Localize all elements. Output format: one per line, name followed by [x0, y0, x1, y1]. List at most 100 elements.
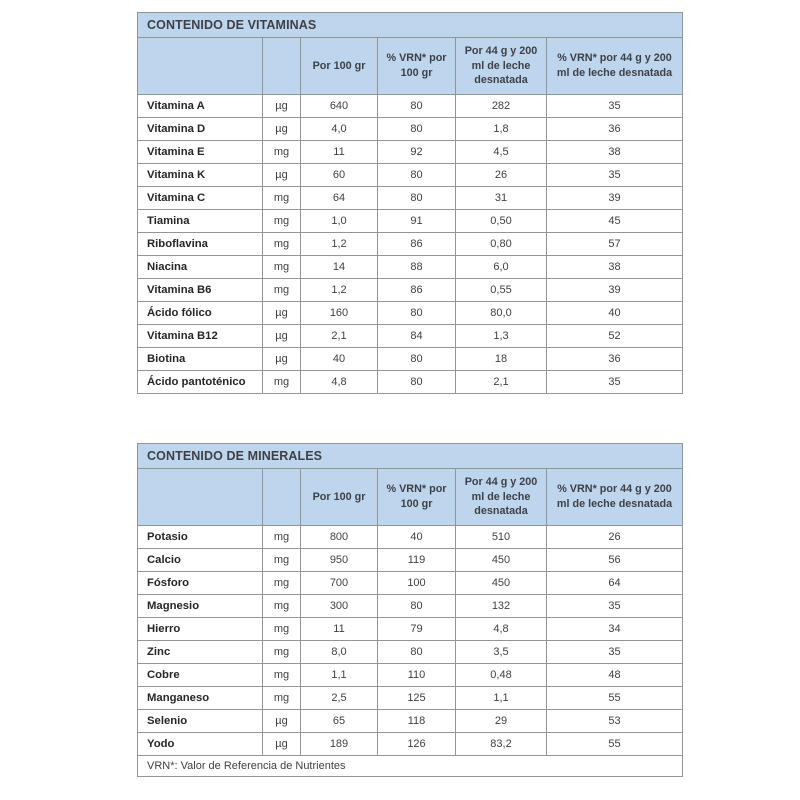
- vrn-per-serving: 36: [545, 116, 684, 141]
- vrn-per-100g: 80: [377, 346, 456, 371]
- nutrient-name: Biotina: [137, 346, 263, 371]
- vitamins-table: CONTENIDO DE VITAMINAS Por 100 gr % VRN*…: [136, 12, 684, 394]
- vrn-per-100g: 80: [377, 639, 456, 664]
- vrn-per-100g: 84: [377, 323, 456, 348]
- value-per-100g: 2,1: [300, 323, 378, 348]
- value-per-100g: 2,5: [300, 685, 378, 710]
- value-per-100g: 700: [300, 570, 378, 595]
- value-per-100g: 14: [300, 254, 378, 279]
- vrn-per-100g: 91: [377, 208, 456, 233]
- nutrient-unit: µg: [262, 323, 301, 348]
- vrn-per-100g: 80: [377, 593, 456, 618]
- vrn-per-serving: 64: [546, 570, 683, 595]
- vrn-per-100g: 118: [377, 708, 456, 733]
- vrn-per-100g: 92: [377, 139, 456, 164]
- value-per-serving: 4,5: [455, 139, 547, 164]
- value-per-serving: 4,8: [455, 616, 547, 641]
- nutrient-unit: mg: [262, 547, 301, 572]
- table-row: Riboflavina mg 1,2 86 0,80 57: [137, 231, 684, 256]
- nutrient-unit: mg: [262, 369, 301, 394]
- column-header-nutrient: [137, 37, 263, 95]
- nutrient-unit: µg: [262, 116, 301, 141]
- vrn-per-100g: 80: [377, 369, 456, 394]
- minerals-title-row: CONTENIDO DE MINERALES: [137, 443, 683, 469]
- nutrient-unit: mg: [262, 185, 301, 210]
- vrn-per-serving: 39: [545, 185, 684, 210]
- vrn-per-100g: 79: [377, 616, 456, 641]
- table-row: Vitamina B6 mg 1,2 86 0,55 39: [137, 277, 684, 302]
- vitamins-title-row: CONTENIDO DE VITAMINAS: [136, 12, 684, 38]
- table-row: Potasio mg 800 40 510 26: [137, 524, 683, 549]
- vrn-per-100g: 40: [377, 524, 456, 549]
- nutrient-name: Vitamina B12: [137, 323, 263, 348]
- minerals-table-title: CONTENIDO DE MINERALES: [137, 443, 683, 469]
- value-per-serving: 132: [455, 593, 547, 618]
- column-header-per-serving: Por 44 g y 200 ml de leche desnatada: [455, 468, 547, 526]
- value-per-100g: 160: [300, 300, 378, 325]
- vrn-per-serving: 35: [546, 639, 683, 664]
- vrn-per-serving: 35: [545, 162, 684, 187]
- value-per-serving: 83,2: [455, 731, 547, 756]
- vrn-per-serving: 26: [546, 524, 683, 549]
- vrn-per-serving: 45: [545, 208, 684, 233]
- vrn-per-100g: 80: [377, 300, 456, 325]
- minerals-table-body: Potasio mg 800 40 510 26 Calcio mg 950 119 450 56 Fó…: [137, 524, 683, 756]
- value-per-serving: 29: [455, 708, 547, 733]
- vrn-per-serving: 34: [546, 616, 683, 641]
- nutrient-unit: µg: [262, 300, 301, 325]
- table-row: Calcio mg 950 119 450 56: [137, 547, 683, 572]
- nutrient-unit: mg: [262, 524, 301, 549]
- vrn-per-serving: 55: [546, 731, 683, 756]
- vitamins-table-section: CONTENIDO DE VITAMINAS Por 100 gr % VRN*…: [136, 12, 684, 394]
- vrn-per-100g: 80: [377, 93, 456, 118]
- value-per-serving: 1,8: [455, 116, 547, 141]
- value-per-100g: 189: [300, 731, 378, 756]
- value-per-serving: 0,55: [455, 277, 547, 302]
- vrn-per-serving: 40: [545, 300, 684, 325]
- nutrient-unit: µg: [262, 162, 301, 187]
- nutrient-unit: mg: [262, 208, 301, 233]
- column-header-vrn-per-100g: % VRN* por 100 gr: [377, 37, 456, 95]
- table-row: Magnesio mg 300 80 132 35: [137, 593, 683, 618]
- table-row: Niacina mg 14 88 6,0 38: [137, 254, 684, 279]
- value-per-100g: 65: [300, 708, 378, 733]
- nutrient-name: Vitamina K: [137, 162, 263, 187]
- value-per-serving: 0,50: [455, 208, 547, 233]
- vrn-per-100g: 86: [377, 231, 456, 256]
- nutrient-unit: mg: [262, 593, 301, 618]
- vrn-per-100g: 100: [377, 570, 456, 595]
- nutrient-name: Selenio: [137, 708, 263, 733]
- vrn-per-serving: 35: [545, 93, 684, 118]
- nutrient-unit: mg: [262, 570, 301, 595]
- value-per-100g: 4,0: [300, 116, 378, 141]
- vrn-per-serving: 57: [545, 231, 684, 256]
- column-header-unit: [262, 37, 301, 95]
- value-per-serving: 18: [455, 346, 547, 371]
- value-per-100g: 1,0: [300, 208, 378, 233]
- table-row: Selenio µg 65 118 29 53: [137, 708, 683, 733]
- nutrient-name: Potasio: [137, 524, 263, 549]
- column-header-vrn-per-serving: % VRN* por 44 g y 200 ml de leche desnat…: [545, 37, 684, 95]
- table-row: Vitamina B12 µg 2,1 84 1,3 52: [137, 323, 684, 348]
- vrn-per-100g: 119: [377, 547, 456, 572]
- nutrient-name: Vitamina E: [137, 139, 263, 164]
- nutrient-unit: mg: [262, 254, 301, 279]
- value-per-100g: 1,2: [300, 231, 378, 256]
- minerals-table-section: CONTENIDO DE MINERALES Por 100 gr % VRN*…: [137, 443, 683, 777]
- nutrient-name: Hierro: [137, 616, 263, 641]
- table-row: Yodo µg 189 126 83,2 55: [137, 731, 683, 756]
- nutrient-unit: µg: [262, 708, 301, 733]
- value-per-serving: 450: [455, 547, 547, 572]
- minerals-table: CONTENIDO DE MINERALES Por 100 gr % VRN*…: [137, 443, 683, 777]
- footnote-row: VRN*: Valor de Referencia de Nutrientes: [137, 754, 683, 777]
- value-per-100g: 40: [300, 346, 378, 371]
- nutrient-name: Vitamina A: [137, 93, 263, 118]
- vrn-per-serving: 36: [545, 346, 684, 371]
- nutrient-name: Vitamina B6: [137, 277, 263, 302]
- value-per-serving: 1,3: [455, 323, 547, 348]
- nutrient-unit: µg: [262, 346, 301, 371]
- nutrient-name: Tiamina: [137, 208, 263, 233]
- value-per-serving: 26: [455, 162, 547, 187]
